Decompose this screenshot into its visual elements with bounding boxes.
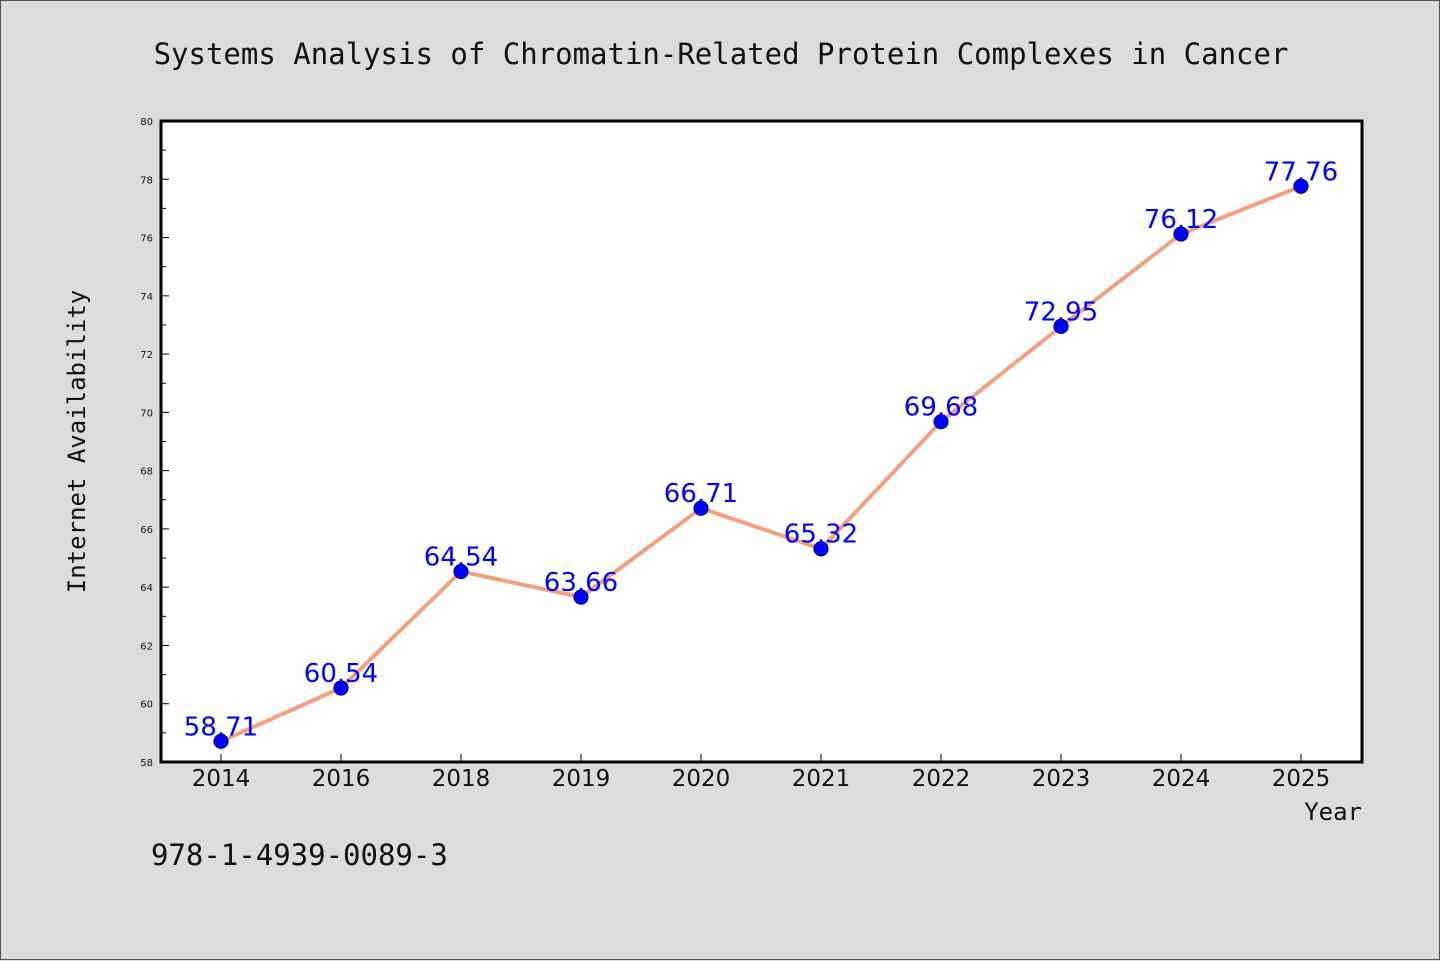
- data-label: 65.32: [784, 520, 858, 550]
- x-axis-label: Year: [1304, 798, 1362, 826]
- data-label: 77.76: [1264, 157, 1338, 187]
- x-tick-label: 2022: [912, 766, 971, 792]
- y-tick-label: 66: [140, 525, 153, 536]
- isbn-text: 978-1-4939-0089-3: [151, 838, 448, 872]
- data-labels-group: 58.71 60.54 64.54 63.66 66.71 65.32 69.68 72.95…: [184, 157, 1338, 742]
- data-point: [1053, 318, 1069, 335]
- data-label: 60.54: [304, 659, 378, 689]
- y-tick-label: 72: [140, 350, 153, 361]
- y-tick-label: 80: [140, 117, 153, 128]
- data-point: [453, 563, 469, 580]
- chart-title: Systems Analysis of Chromatin-Related Pr…: [154, 37, 1289, 71]
- y-axis: 58 60 62 64 66 68 70 72 74 76 78 80: [140, 117, 169, 769]
- series-line-group: [219, 184, 1303, 744]
- y-tick-label: 64: [140, 583, 153, 594]
- data-point: [1293, 178, 1309, 194]
- data-label: 63.66: [544, 568, 618, 598]
- data-point: [213, 733, 229, 749]
- data-point: [693, 500, 709, 516]
- y-tick-label: 70: [140, 408, 153, 419]
- data-point: [333, 680, 349, 696]
- data-point: [573, 589, 589, 605]
- plot-area: [159, 119, 1364, 764]
- data-point: [1173, 226, 1189, 242]
- data-point: [933, 414, 949, 430]
- y-tick-label: 68: [140, 467, 153, 478]
- y-tick-label: 60: [140, 700, 153, 711]
- y-tick-label: 76: [140, 234, 153, 245]
- data-label: 72.95: [1024, 297, 1098, 327]
- data-label: 58.71: [184, 712, 258, 742]
- y-axis-label: Internet Availability: [63, 290, 91, 593]
- series-line: [219, 184, 1303, 744]
- data-label: 76.12: [1144, 205, 1218, 235]
- y-tick-label: 78: [140, 175, 153, 186]
- x-axis: 2014 2016 2018 2019 2020 2021 2022 2023 2024 2025: [192, 754, 1331, 792]
- x-tick-label: 2021: [792, 766, 851, 792]
- data-label: 69.68: [904, 393, 978, 423]
- y-tick-label: 62: [140, 641, 153, 652]
- x-tick-label: 2025: [1272, 766, 1331, 792]
- x-tick-label: 2020: [672, 766, 731, 792]
- x-tick-label: 2016: [312, 766, 371, 792]
- y-tick-label: 74: [140, 292, 153, 303]
- x-tick-label: 2014: [192, 766, 251, 792]
- data-points-group: [213, 178, 1309, 749]
- x-tick-label: 2023: [1032, 766, 1091, 792]
- x-tick-label: 2019: [552, 766, 611, 792]
- x-tick-label: 2024: [1152, 766, 1211, 792]
- y-tick-label: 58: [140, 758, 153, 769]
- data-point: [813, 541, 829, 557]
- x-tick-label: 2018: [432, 766, 491, 792]
- data-label: 66.71: [664, 479, 738, 509]
- data-label: 64.54: [424, 542, 498, 572]
